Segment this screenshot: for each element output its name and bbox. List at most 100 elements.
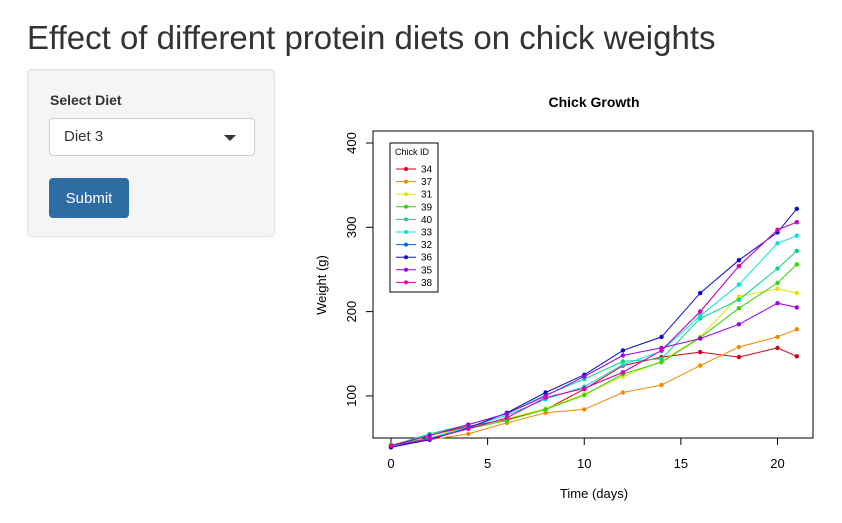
series-line-39 (390, 264, 798, 446)
data-point-31 (736, 294, 742, 299)
data-point-35 (698, 336, 703, 341)
data-point-36 (698, 290, 703, 296)
series-line-34 (390, 347, 797, 447)
data-point-38 (775, 227, 780, 232)
legend-entry-37: 37 (421, 177, 433, 188)
data-point-33 (736, 282, 742, 287)
data-point-40 (736, 297, 742, 302)
data-point-37 (620, 390, 626, 395)
axes-group: 0 5 10 15 20 100 200 300 400 (344, 132, 785, 471)
data-point-37 (582, 407, 587, 412)
series-line-37 (390, 328, 797, 448)
x-tick-label: 20 (770, 456, 784, 471)
select-diet-label: Select Diet (50, 92, 122, 108)
data-point-34 (698, 349, 703, 355)
data-point-31 (775, 286, 780, 291)
legend-marker-34 (404, 167, 408, 171)
x-tick-label: 15 (674, 456, 688, 471)
legend-entry-34: 34 (421, 165, 433, 176)
sidebar-panel: Select Diet Diet 3 Submit (27, 69, 275, 237)
data-point-39 (775, 280, 780, 286)
x-tick-label: 10 (577, 456, 591, 471)
x-tick-label: 5 (484, 456, 491, 471)
data-point-35 (736, 322, 742, 327)
data-point-40 (794, 248, 799, 254)
chart-title: Chick Growth (548, 94, 639, 110)
legend-marker-32 (404, 242, 408, 247)
data-point-40 (659, 356, 664, 361)
data-point-37 (698, 363, 703, 368)
data-point-38 (543, 395, 548, 400)
y-tick-label: 100 (344, 385, 359, 407)
series-group (388, 206, 799, 450)
legend-entry-33: 33 (421, 228, 433, 239)
data-point-33 (620, 362, 626, 367)
x-tick-label: 0 (387, 456, 394, 471)
data-point-40 (620, 359, 626, 364)
legend-marker-36 (404, 255, 408, 260)
caret-down-icon (224, 135, 236, 141)
data-point-35 (582, 374, 587, 379)
data-point-38 (427, 436, 432, 442)
legend-title: Chick ID (395, 147, 430, 157)
data-point-31 (794, 290, 799, 296)
data-point-38 (582, 386, 587, 391)
plot-box (372, 130, 814, 439)
data-point-33 (698, 313, 703, 318)
data-point-40 (775, 266, 780, 271)
data-point-37 (794, 327, 799, 332)
legend-entry-40: 40 (421, 215, 433, 226)
data-point-38 (388, 443, 394, 448)
data-point-33 (775, 241, 780, 246)
data-point-38 (466, 426, 471, 431)
y-axis-label: Weight (g) (314, 255, 329, 315)
data-point-36 (543, 390, 548, 395)
legend-box (389, 142, 439, 293)
data-point-37 (659, 382, 664, 388)
legend-marker-38 (404, 280, 408, 285)
data-point-35 (427, 433, 432, 438)
series-line-32 (390, 221, 797, 447)
data-point-37 (775, 334, 780, 340)
legend-marker-35 (404, 267, 408, 272)
x-axis-label: Time (days) (560, 486, 628, 501)
data-point-39 (736, 306, 742, 311)
data-point-35 (794, 305, 799, 310)
legend-entry-31: 31 (421, 190, 433, 201)
y-tick-label: 200 (344, 301, 359, 323)
legend-marker-39 (404, 204, 408, 209)
legend-entry-38: 38 (421, 278, 433, 289)
data-point-38 (698, 309, 703, 314)
data-point-39 (543, 407, 548, 412)
y-tick-label: 400 (344, 132, 359, 154)
data-point-35 (620, 353, 626, 358)
submit-button[interactable]: Submit (49, 178, 129, 218)
data-point-38 (794, 220, 799, 225)
legend-entry-32: 32 (421, 240, 433, 251)
data-point-37 (466, 431, 471, 437)
data-point-35 (775, 301, 780, 306)
data-point-35 (504, 411, 510, 416)
data-point-34 (775, 345, 780, 351)
data-point-38 (736, 263, 742, 269)
legend-marker-33 (404, 230, 408, 234)
data-point-36 (659, 334, 664, 340)
data-point-38 (659, 348, 664, 353)
series-line-33 (390, 235, 797, 448)
series-line-38 (390, 221, 797, 447)
data-point-36 (736, 258, 742, 263)
data-point-39 (659, 360, 664, 365)
data-point-36 (620, 348, 626, 353)
data-point-37 (736, 344, 742, 350)
data-point-37 (543, 410, 548, 415)
data-point-34 (736, 354, 742, 360)
legend-entry-36: 36 (421, 253, 433, 264)
data-point-39 (582, 392, 587, 398)
series-line-31 (390, 288, 797, 446)
data-point-38 (504, 415, 510, 420)
diet-select[interactable]: Diet 3 (49, 118, 255, 156)
series-line-35 (390, 302, 797, 447)
legend-marker-40 (404, 217, 408, 222)
diet-select-value: Diet 3 (64, 128, 104, 145)
